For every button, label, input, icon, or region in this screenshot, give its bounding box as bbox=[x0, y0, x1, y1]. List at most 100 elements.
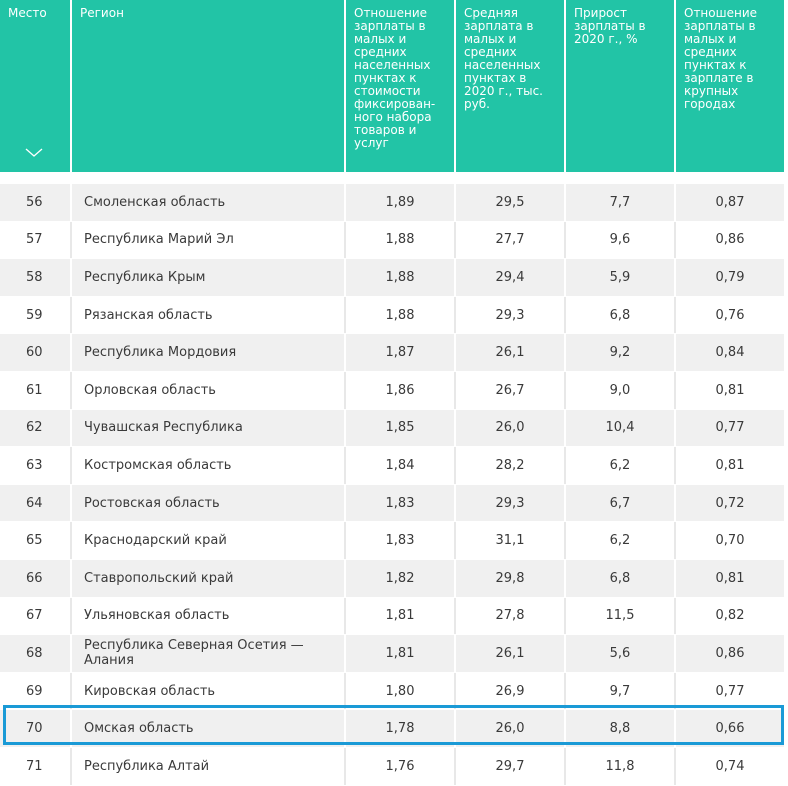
region-cell: Ростовская область bbox=[70, 484, 344, 522]
region-cell: Кировская область bbox=[70, 672, 344, 710]
ratio-goods-cell: 1,76 bbox=[344, 747, 454, 785]
growth-cell: 5,6 bbox=[564, 635, 674, 672]
rank-cell: 58 bbox=[26, 269, 43, 285]
growth-cell: 7,7 bbox=[564, 184, 674, 221]
ratio-cities-cell: 0,76 bbox=[674, 296, 784, 334]
growth-cell: 9,0 bbox=[564, 371, 674, 409]
avg-salary-cell: 27,7 bbox=[454, 221, 564, 259]
region-cell: Смоленская область bbox=[70, 184, 344, 221]
table-row[interactable]: 66 Ставропольский край 1,82 29,8 6,8 0,81 bbox=[0, 559, 784, 598]
table-row[interactable]: 58 Республика Крым 1,88 29,4 5,9 0,79 bbox=[0, 259, 784, 297]
ratio-goods-cell: 1,83 bbox=[344, 484, 454, 522]
table-row[interactable]: 71 Республика Алтай 1,76 29,7 11,8 0,74 bbox=[0, 747, 784, 786]
growth-cell: 9,7 bbox=[564, 672, 674, 710]
ratio-cities-cell: 0,72 bbox=[674, 484, 784, 522]
rank-cell: 61 bbox=[26, 382, 43, 398]
rank-cell: 63 bbox=[26, 457, 43, 473]
ratio-cities-cell: 0,77 bbox=[674, 672, 784, 710]
table-row[interactable]: 61 Орловская область 1,86 26,7 9,0 0,81 bbox=[0, 371, 784, 410]
ratio-cities-cell: 0,86 bbox=[674, 221, 784, 259]
region-cell: Краснодарский край bbox=[70, 522, 344, 559]
ratio-cities-cell: 0,86 bbox=[674, 635, 784, 672]
table-row[interactable]: 60 Республика Мордовия 1,87 26,1 9,2 0,84 bbox=[0, 334, 784, 372]
region-cell: Республика Крым bbox=[70, 259, 344, 296]
growth-cell: 6,2 bbox=[564, 447, 674, 484]
column-header-rank-label: Место bbox=[8, 6, 47, 20]
column-header-ratio-goods[interactable]: Отношение зарплаты в малых и средних нас… bbox=[344, 0, 454, 172]
ratio-goods-cell: 1,85 bbox=[344, 409, 454, 447]
column-header-growth-label: Прирост зарплаты в 2020 г., % bbox=[574, 6, 646, 46]
avg-salary-cell: 31,1 bbox=[454, 522, 564, 559]
ratio-cities-cell: 0,81 bbox=[674, 447, 784, 484]
ratio-cities-cell: 0,77 bbox=[674, 409, 784, 447]
rank-cell: 70 bbox=[26, 721, 43, 737]
avg-salary-cell: 27,8 bbox=[454, 597, 564, 635]
ratio-goods-cell: 1,86 bbox=[344, 371, 454, 409]
growth-cell: 6,7 bbox=[564, 484, 674, 522]
ratio-cities-cell: 0,74 bbox=[674, 747, 784, 785]
column-header-avg-salary[interactable]: Средняя зарплата в малых и средних насел… bbox=[454, 0, 564, 172]
column-header-growth[interactable]: Прирост зарплаты в 2020 г., % bbox=[564, 0, 674, 172]
column-header-ratio-cities[interactable]: Отношение зарплаты в малых и средних пун… bbox=[674, 0, 784, 172]
table-row[interactable]: 68 Республика Северная Осетия — Алания 1,8… bbox=[0, 635, 784, 673]
ratio-cities-cell: 0,81 bbox=[674, 371, 784, 409]
table-row[interactable]: 69 Кировская область 1,80 26,9 9,7 0,77 bbox=[0, 672, 784, 711]
region-cell: Республика Марий Эл bbox=[70, 221, 344, 259]
table-header: Место Регион Отношение зарплаты в малых … bbox=[0, 0, 784, 172]
ratio-goods-cell: 1,81 bbox=[344, 597, 454, 635]
column-header-rank[interactable]: Место bbox=[0, 0, 70, 172]
growth-cell: 9,2 bbox=[564, 334, 674, 371]
avg-salary-cell: 29,3 bbox=[454, 484, 564, 522]
ratio-cities-cell: 0,87 bbox=[674, 184, 784, 221]
table-row[interactable]: 70 Омская область 1,78 26,0 8,8 0,66 bbox=[0, 710, 784, 748]
growth-cell: 9,6 bbox=[564, 221, 674, 259]
rank-cell: 67 bbox=[26, 608, 43, 624]
chevron-down-icon[interactable] bbox=[25, 148, 43, 158]
region-cell: Орловская область bbox=[70, 371, 344, 409]
growth-cell: 6,8 bbox=[564, 296, 674, 334]
column-header-region[interactable]: Регион bbox=[70, 0, 344, 172]
ratio-goods-cell: 1,84 bbox=[344, 447, 454, 484]
avg-salary-cell: 28,2 bbox=[454, 447, 564, 484]
avg-salary-cell: 29,8 bbox=[454, 559, 564, 597]
avg-salary-cell: 29,7 bbox=[454, 747, 564, 785]
table-row[interactable]: 67 Ульяновская область 1,81 27,8 11,5 0,82 bbox=[0, 597, 784, 636]
rank-cell: 64 bbox=[26, 495, 43, 511]
rank-cell: 71 bbox=[26, 758, 43, 774]
table-row[interactable]: 56 Смоленская область 1,89 29,5 7,7 0,87 bbox=[0, 184, 784, 222]
rank-cell: 65 bbox=[26, 533, 43, 549]
ratio-goods-cell: 1,81 bbox=[344, 635, 454, 672]
region-cell: Республика Алтай bbox=[70, 747, 344, 785]
table-row[interactable]: 62 Чувашская Республика 1,85 26,0 10,4 0,77 bbox=[0, 409, 784, 448]
rank-cell: 57 bbox=[26, 232, 43, 248]
rank-cell: 59 bbox=[26, 307, 43, 323]
avg-salary-cell: 26,7 bbox=[454, 371, 564, 409]
growth-cell: 11,5 bbox=[564, 597, 674, 635]
header-spacer bbox=[0, 172, 784, 184]
region-cell: Омская область bbox=[70, 710, 344, 747]
rank-cell: 69 bbox=[26, 683, 43, 699]
rank-cell: 68 bbox=[26, 645, 43, 661]
region-cell: Республика Мордовия bbox=[70, 334, 344, 371]
table-body: 56 Смоленская область 1,89 29,5 7,7 0,87 57 Рес… bbox=[0, 184, 784, 786]
rank-cell: 66 bbox=[26, 570, 43, 586]
rank-cell: 60 bbox=[26, 345, 43, 361]
column-header-ratio-goods-label: Отношение зарплаты в малых и средних нас… bbox=[354, 6, 436, 150]
table-row[interactable]: 63 Костромская область 1,84 28,2 6,2 0,81 bbox=[0, 447, 784, 485]
table-row[interactable]: 59 Рязанская область 1,88 29,3 6,8 0,76 bbox=[0, 296, 784, 335]
table-row[interactable]: 65 Краснодарский край 1,83 31,1 6,2 0,70 bbox=[0, 522, 784, 560]
region-cell: Рязанская область bbox=[70, 296, 344, 334]
table-row[interactable]: 57 Республика Марий Эл 1,88 27,7 9,6 0,86 bbox=[0, 221, 784, 260]
rank-cell: 62 bbox=[26, 420, 43, 436]
column-header-ratio-cities-label: Отношение зарплаты в малых и средних пун… bbox=[684, 6, 758, 111]
growth-cell: 6,2 bbox=[564, 522, 674, 559]
ratio-cities-cell: 0,79 bbox=[674, 259, 784, 296]
growth-cell: 11,8 bbox=[564, 747, 674, 785]
table-row[interactable]: 64 Ростовская область 1,83 29,3 6,7 0,72 bbox=[0, 484, 784, 523]
ratio-cities-cell: 0,70 bbox=[674, 522, 784, 559]
rank-cell: 56 bbox=[26, 194, 43, 210]
growth-cell: 10,4 bbox=[564, 409, 674, 447]
avg-salary-cell: 26,9 bbox=[454, 672, 564, 710]
ratio-goods-cell: 1,83 bbox=[344, 522, 454, 559]
avg-salary-cell: 26,1 bbox=[454, 635, 564, 672]
